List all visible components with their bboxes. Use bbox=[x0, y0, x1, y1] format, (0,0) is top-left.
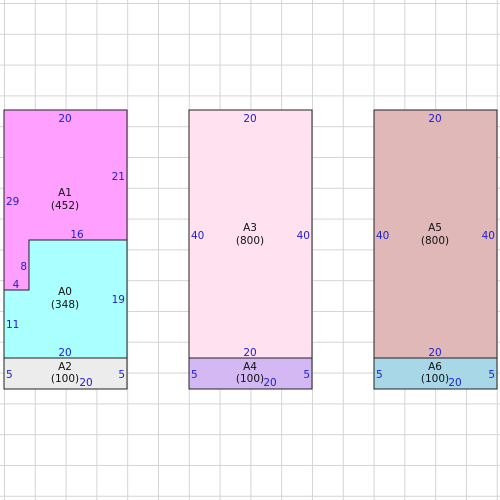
dimension-label: 5 bbox=[6, 369, 13, 381]
dimension-label: 20 bbox=[448, 377, 461, 389]
dimension-label: 20 bbox=[428, 113, 441, 125]
dimension-label: 16 bbox=[70, 229, 84, 241]
region-label-a6-name: A6 bbox=[428, 361, 442, 373]
layout-group-1: A1 (452) A0 (348) A2 (100) 20 21 29 16 8… bbox=[3, 109, 128, 390]
region-a4 bbox=[188, 357, 313, 390]
region-a2 bbox=[3, 357, 128, 390]
region-label-a5-area: (800) bbox=[421, 235, 449, 247]
dimension-label: 20 bbox=[79, 377, 92, 389]
dimension-label: 20 bbox=[243, 113, 256, 125]
region-label-a3-name: A3 bbox=[243, 222, 257, 234]
region-a3 bbox=[188, 109, 313, 359]
dimension-label: 40 bbox=[297, 230, 310, 242]
dimension-label: 40 bbox=[482, 230, 495, 242]
region-label-a4-area: (100) bbox=[236, 373, 264, 385]
dimension-label: 19 bbox=[112, 294, 125, 306]
region-label-a0-name: A0 bbox=[58, 286, 72, 298]
dimension-label: 8 bbox=[20, 261, 27, 273]
dimension-label: 40 bbox=[191, 230, 204, 242]
dimension-label: 20 bbox=[58, 113, 71, 125]
region-label-a5-name: A5 bbox=[428, 222, 442, 234]
region-label-a2-area: (100) bbox=[51, 373, 79, 385]
layout-group-3: A5 (800) A6 (100) 20 40 40 20 5 5 20 bbox=[373, 109, 498, 390]
region-label-a1-area: (452) bbox=[51, 200, 79, 212]
region-label-a4-name: A4 bbox=[243, 361, 257, 373]
dimension-label: 40 bbox=[376, 230, 389, 242]
dimension-label: 5 bbox=[118, 369, 125, 381]
dimension-label: 20 bbox=[428, 347, 441, 359]
layout-group-2: A3 (800) A4 (100) 20 40 40 20 5 5 20 bbox=[188, 109, 313, 390]
dimension-label: 29 bbox=[6, 196, 19, 208]
dimension-label: 11 bbox=[6, 319, 19, 331]
dimension-label: 4 bbox=[13, 279, 20, 291]
region-label-a6-area: (100) bbox=[421, 373, 449, 385]
dimension-label: 5 bbox=[376, 369, 383, 381]
dimension-label: 21 bbox=[112, 171, 125, 183]
region-label-a2-name: A2 bbox=[58, 361, 72, 373]
dimension-label: 20 bbox=[58, 347, 71, 359]
region-a5 bbox=[373, 109, 498, 359]
dimension-label: 5 bbox=[303, 369, 310, 381]
region-label-a0-area: (348) bbox=[51, 299, 79, 311]
dimension-label: 5 bbox=[191, 369, 198, 381]
region-a6 bbox=[373, 357, 498, 390]
region-label-a1-name: A1 bbox=[58, 187, 72, 199]
dimension-label: 5 bbox=[488, 369, 495, 381]
region-label-a3-area: (800) bbox=[236, 235, 264, 247]
dimension-label: 20 bbox=[243, 347, 256, 359]
dimension-label: 20 bbox=[263, 377, 276, 389]
